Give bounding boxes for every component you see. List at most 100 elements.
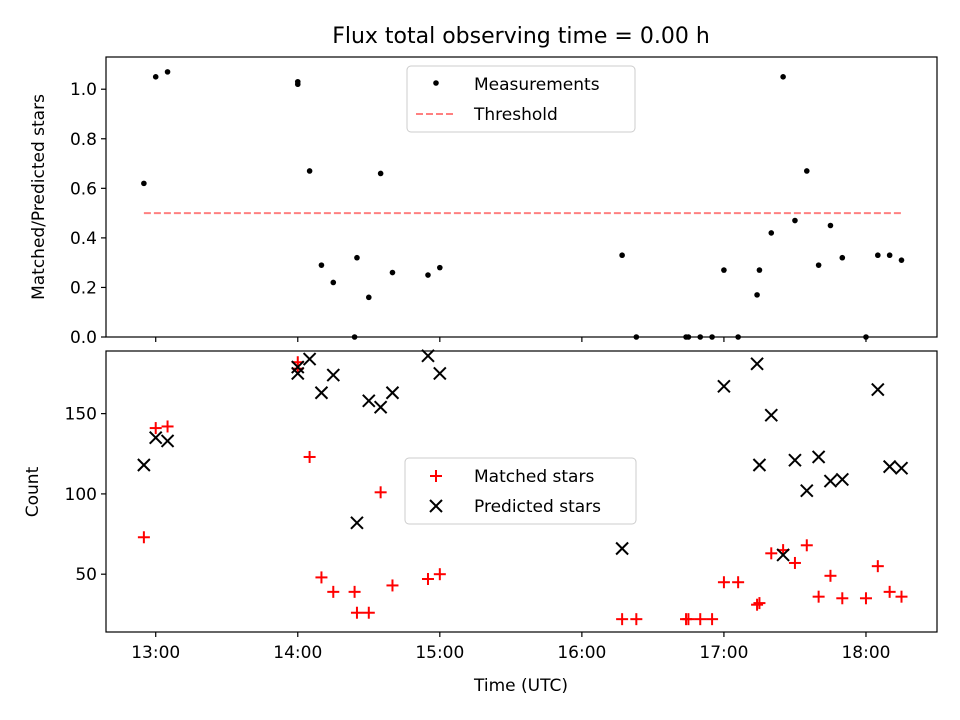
- top-y-tick-label: 0.4: [70, 229, 97, 249]
- legend-matched-marker: [430, 470, 442, 482]
- bottom-x-tick-label: 15:00: [415, 643, 464, 663]
- measurement-point: [318, 262, 325, 268]
- chart-title: Flux total observing time = 0.00 h: [332, 24, 710, 49]
- predicted-star-point: [160, 434, 175, 448]
- top-panel: 0.0 0.2 0.4 0.6 0.8 1.0 Matched/Predicted sta…: [29, 56, 938, 348]
- matched-star-point: [149, 422, 162, 435]
- top-axes-frame: [105, 56, 938, 338]
- predicted-star-point: [717, 379, 731, 394]
- top-y-ticks: 0.0 0.2 0.4 0.6 0.8 1.0: [70, 80, 106, 348]
- matched-star-point: [374, 486, 387, 499]
- matched-star-point: [137, 531, 150, 544]
- top-y-tick-label: 0.2: [70, 278, 97, 298]
- predicted-star-point: [291, 366, 305, 381]
- legend-matched-label: Matched stars: [474, 467, 594, 487]
- matched-star-point: [706, 613, 719, 626]
- predicted-star-point: [776, 548, 790, 562]
- matched-star-point: [386, 579, 399, 592]
- predicted-star-point: [149, 431, 163, 445]
- predicted-star-point: [835, 472, 850, 487]
- predicted-star-point: [750, 357, 764, 371]
- measurement-point: [294, 81, 301, 88]
- bottom-y-tick-label: 50: [75, 565, 97, 585]
- top-y-tick-label: 1.0: [70, 80, 97, 100]
- predicted-star-point: [385, 386, 400, 400]
- predicted-star-point: [800, 483, 814, 498]
- predicted-star-point: [882, 459, 897, 474]
- x-axis-label: Time (UTC): [473, 676, 568, 696]
- predicted-star-point: [433, 366, 447, 381]
- predicted-star-point: [894, 461, 909, 475]
- matched-star-point: [433, 568, 446, 581]
- measurement-point: [875, 252, 881, 259]
- matched-star-point: [682, 613, 695, 626]
- matched-star-point: [765, 547, 778, 560]
- predicted-star-point: [871, 382, 885, 397]
- bottom-x-tick-label: 14:00: [273, 643, 322, 663]
- predicted-star-point: [764, 408, 778, 422]
- measurement-point: [354, 254, 360, 261]
- measurement-point: [721, 267, 727, 273]
- measurement-point: [780, 74, 786, 80]
- matched-star-point: [871, 560, 884, 573]
- matched-star-point: [824, 569, 837, 582]
- legend-measurements-marker: [433, 80, 439, 86]
- measurement-point: [815, 262, 822, 268]
- top-y-tick-label: 0.8: [70, 130, 97, 150]
- bottom-x-ticks: 13:00 14:00 15:00 16:00 17:00 18:00: [131, 632, 890, 663]
- predicted-star-point: [421, 349, 435, 363]
- matched-star-point: [812, 590, 825, 603]
- matched-star-point: [362, 606, 375, 619]
- matched-star-point: [315, 571, 328, 584]
- bottom-legend: Matched stars Predicted stars: [404, 457, 637, 525]
- matched-star-point: [800, 539, 813, 552]
- measurement-point: [827, 222, 834, 229]
- matched-star-point: [303, 450, 316, 463]
- measurement-points: [141, 69, 905, 340]
- matched-star-point: [348, 585, 361, 598]
- predicted-star-point: [811, 450, 826, 464]
- measurement-point: [425, 272, 431, 278]
- bottom-y-tick-label: 150: [65, 405, 97, 425]
- legend-threshold-label: Threshold: [473, 105, 558, 125]
- matched-star-point: [616, 613, 629, 626]
- legend-predicted-marker: [429, 499, 443, 513]
- measurement-point: [619, 252, 625, 259]
- bottom-x-tick-label: 18:00: [841, 643, 890, 663]
- matched-star-point: [753, 597, 766, 610]
- measurement-point: [377, 170, 384, 177]
- measurement-point: [898, 257, 905, 263]
- measurement-point: [768, 230, 775, 236]
- matched-star-point: [859, 592, 872, 605]
- predicted-star-point: [291, 360, 305, 374]
- measurement-point: [886, 252, 893, 259]
- matched-star-point: [883, 585, 896, 598]
- measurement-point: [365, 294, 372, 301]
- bottom-x-tick-label: 17:00: [699, 643, 748, 663]
- predicted-star-point: [823, 474, 838, 488]
- predicted-star-point: [314, 386, 329, 400]
- bottom-y-ticks: 50 100 150: [65, 405, 106, 585]
- measurement-point: [389, 269, 396, 276]
- top-y-tick-label: 0.6: [70, 179, 97, 199]
- matched-star-point: [836, 592, 849, 605]
- predicted-star-point: [373, 400, 388, 414]
- matched-star-point: [630, 613, 643, 626]
- top-x-ticks: [155, 337, 867, 342]
- matched-star-point: [161, 420, 174, 433]
- measurement-point: [803, 168, 810, 174]
- top-legend: Measurements Threshold: [406, 65, 636, 133]
- bottom-x-tick-label: 16:00: [557, 643, 606, 663]
- measurement-point: [330, 279, 337, 286]
- bottom-y-tick-label: 100: [65, 485, 97, 505]
- measurement-point: [306, 168, 313, 174]
- predicted-star-point: [326, 368, 340, 382]
- matched-star-point: [717, 576, 730, 589]
- matched-star-point: [732, 576, 745, 589]
- matched-star-point: [350, 606, 363, 619]
- bottom-axes-frame: [105, 350, 938, 633]
- matched-star-point: [421, 573, 434, 586]
- bottom-legend-box: [404, 457, 637, 525]
- top-legend-box: [406, 65, 636, 133]
